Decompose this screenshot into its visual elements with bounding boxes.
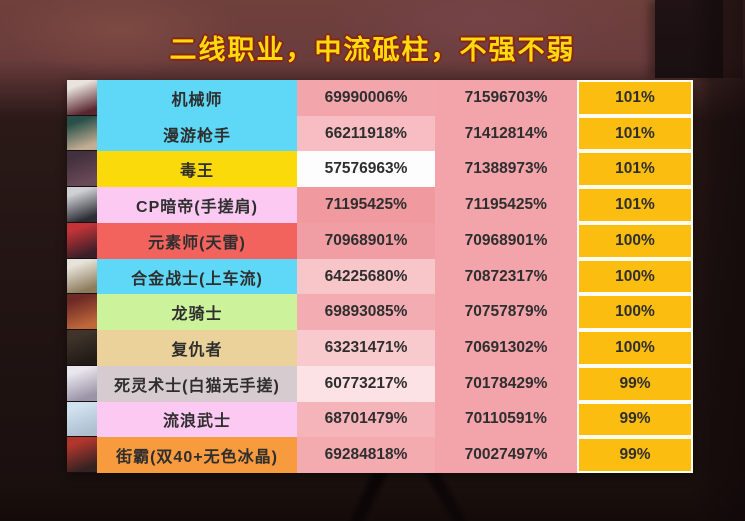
damage-value-1-cell: 71195425% bbox=[297, 187, 435, 223]
page-title: 二线职业，中流砥柱，不强不弱 bbox=[169, 35, 576, 65]
ground bbox=[0, 473, 745, 521]
character-portrait-icon bbox=[67, 115, 97, 152]
damage-value-1-cell: 68701479% bbox=[297, 401, 435, 438]
damage-value-1-cell: 66211918% bbox=[297, 115, 435, 152]
percent-cell: 100% bbox=[577, 258, 693, 295]
table-row: 合金战士(上车流) 64225680% 70872317% 100% bbox=[67, 258, 693, 295]
class-name-cell: 复仇者 bbox=[97, 330, 297, 366]
damage-value-1-cell: 70968901% bbox=[297, 222, 435, 259]
percent-cell: 100% bbox=[577, 222, 693, 259]
percent-cell: 101% bbox=[577, 151, 693, 188]
character-portrait-icon bbox=[67, 222, 97, 259]
character-portrait-icon bbox=[67, 330, 97, 366]
table-row: 漫游枪手 66211918% 71412814% 101% bbox=[67, 115, 693, 152]
damage-value-2-cell: 71195425% bbox=[435, 187, 577, 223]
damage-value-2-cell: 71388973% bbox=[435, 151, 577, 188]
damage-value-1-cell: 57576963% bbox=[297, 151, 435, 188]
damage-value-2-cell: 71596703% bbox=[435, 80, 577, 116]
class-name-cell: 流浪武士 bbox=[97, 401, 297, 438]
percent-cell: 101% bbox=[577, 115, 693, 152]
character-portrait-icon bbox=[67, 294, 97, 331]
class-name-cell: 元素师(天雷) bbox=[97, 222, 297, 259]
damage-value-2-cell: 70691302% bbox=[435, 330, 577, 366]
table-row: 街霸(双40+无色冰晶) 69284818% 70027497% 99% bbox=[67, 437, 693, 474]
class-name-cell: 龙骑士 bbox=[97, 294, 297, 331]
class-name-cell: 机械师 bbox=[97, 80, 297, 116]
damage-value-1-cell: 69893085% bbox=[297, 294, 435, 331]
class-ranking-table: 机械师 69990006% 71596703% 101% 漫游枪手 662119… bbox=[67, 80, 693, 474]
percent-cell: 101% bbox=[577, 187, 693, 223]
character-portrait-icon bbox=[67, 151, 97, 188]
damage-value-1-cell: 63231471% bbox=[297, 330, 435, 366]
damage-value-2-cell: 71412814% bbox=[435, 115, 577, 152]
table-row: 机械师 69990006% 71596703% 101% bbox=[67, 80, 693, 116]
character-portrait-icon bbox=[67, 365, 97, 402]
character-portrait-icon bbox=[67, 258, 97, 295]
table-row: 毒王 57576963% 71388973% 101% bbox=[67, 151, 693, 188]
character-portrait-icon bbox=[67, 80, 97, 116]
class-name-cell: 毒王 bbox=[97, 151, 297, 188]
character-portrait-icon bbox=[67, 187, 97, 223]
class-name-cell: 街霸(双40+无色冰晶) bbox=[97, 437, 297, 474]
percent-cell: 101% bbox=[577, 80, 693, 116]
table-row: 复仇者 63231471% 70691302% 100% bbox=[67, 330, 693, 366]
damage-value-2-cell: 70027497% bbox=[435, 437, 577, 474]
character-portrait-icon bbox=[67, 401, 97, 438]
percent-cell: 99% bbox=[577, 401, 693, 438]
damage-value-2-cell: 70110591% bbox=[435, 401, 577, 438]
table-row: 流浪武士 68701479% 70110591% 99% bbox=[67, 401, 693, 438]
table-row: 元素师(天雷) 70968901% 70968901% 100% bbox=[67, 222, 693, 259]
damage-value-2-cell: 70872317% bbox=[435, 258, 577, 295]
table-row: 死灵术士(白猫无手搓) 60773217% 70178429% 99% bbox=[67, 365, 693, 402]
right-shadow bbox=[690, 0, 745, 521]
character-portrait-icon bbox=[67, 437, 97, 474]
class-name-cell: 死灵术士(白猫无手搓) bbox=[97, 365, 297, 402]
percent-cell: 100% bbox=[577, 330, 693, 366]
percent-cell: 99% bbox=[577, 437, 693, 474]
percent-cell: 100% bbox=[577, 294, 693, 331]
damage-value-2-cell: 70757879% bbox=[435, 294, 577, 331]
table-row: 龙骑士 69893085% 70757879% 100% bbox=[67, 294, 693, 331]
class-name-cell: 漫游枪手 bbox=[97, 115, 297, 152]
class-name-cell: 合金战士(上车流) bbox=[97, 258, 297, 295]
damage-value-1-cell: 69990006% bbox=[297, 80, 435, 116]
damage-value-2-cell: 70968901% bbox=[435, 222, 577, 259]
damage-value-1-cell: 69284818% bbox=[297, 437, 435, 474]
class-name-cell: CP暗帝(手搓肩) bbox=[97, 187, 297, 223]
damage-value-1-cell: 60773217% bbox=[297, 365, 435, 402]
damage-value-2-cell: 70178429% bbox=[435, 365, 577, 402]
damage-value-1-cell: 64225680% bbox=[297, 258, 435, 295]
table-row: CP暗帝(手搓肩) 71195425% 71195425% 101% bbox=[67, 187, 693, 223]
percent-cell: 99% bbox=[577, 365, 693, 402]
